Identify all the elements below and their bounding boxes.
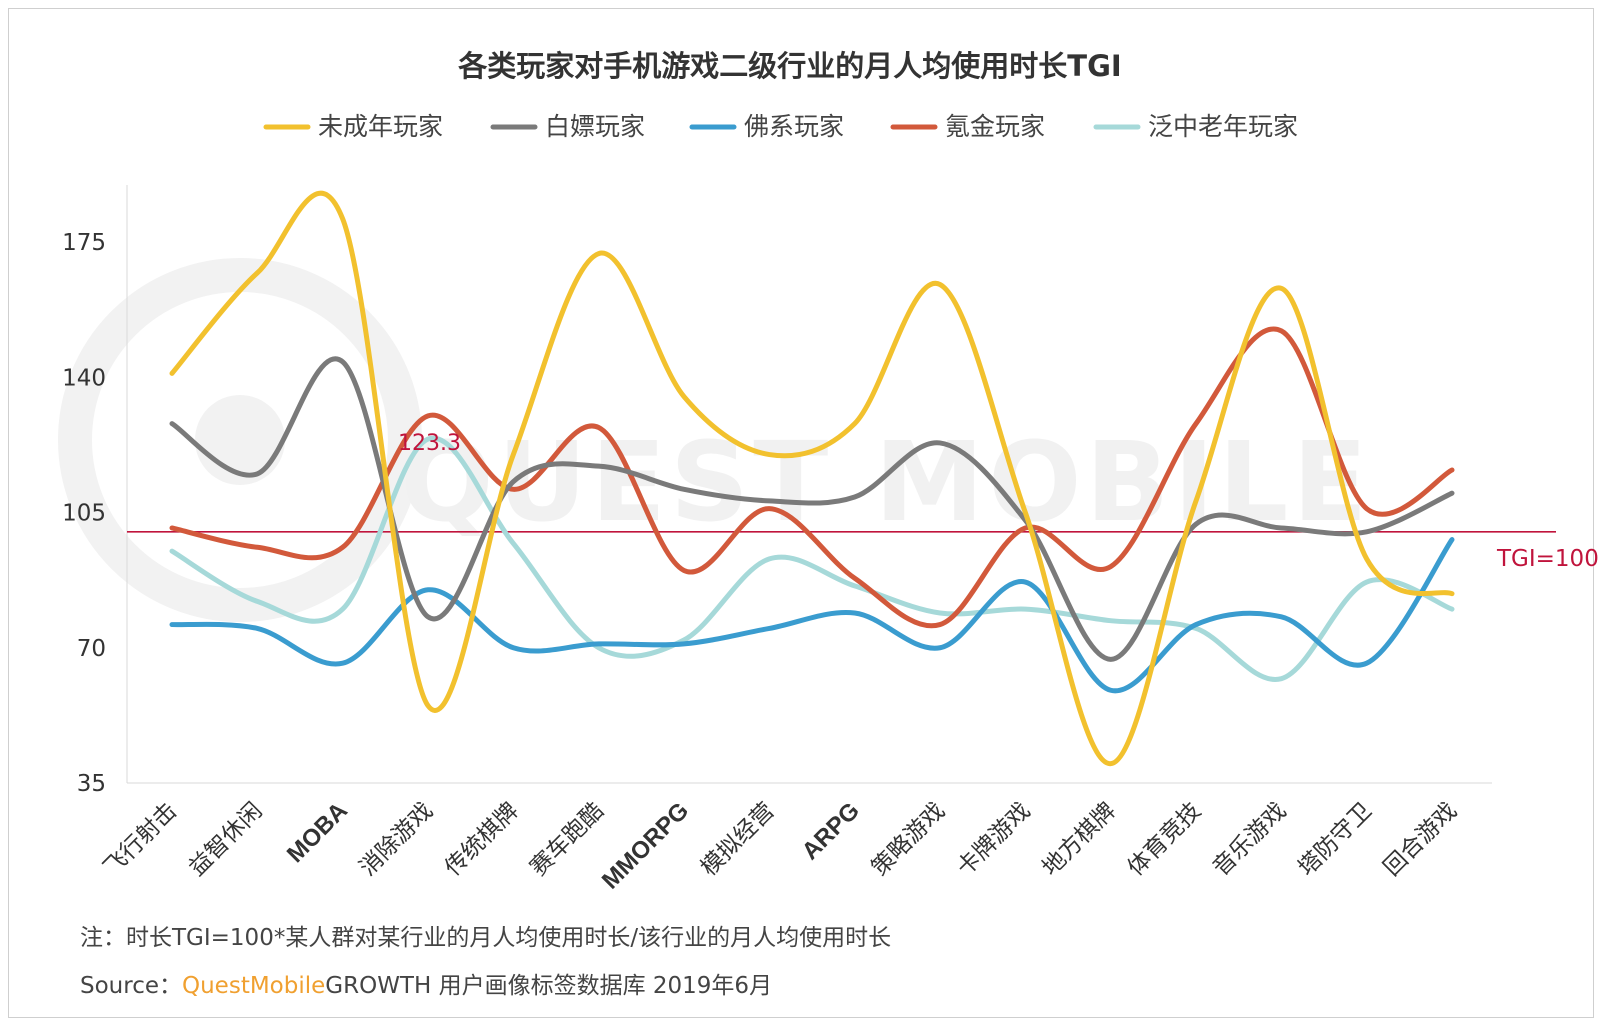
- x-tick-label: 飞行射击: [99, 798, 182, 881]
- watermark: QUEST MOBILE: [58, 258, 1372, 622]
- x-tick-label: MOBA: [282, 797, 353, 868]
- series-layer: [169, 190, 1455, 767]
- watermark-text: QUEST MOBILE: [400, 418, 1372, 546]
- x-tick-label: 塔防守卫: [1293, 798, 1376, 881]
- legend-label: 白嫖玩家: [545, 112, 645, 141]
- x-tick-label: 地方棋牌: [1037, 798, 1120, 881]
- legend-item-5: 泛中老年玩家: [1093, 112, 1298, 141]
- source-text: GROWTH 用户画像标签数据库 2019年6月: [325, 973, 773, 999]
- legend-label: 未成年玩家: [318, 112, 443, 141]
- y-tick-label: 175: [62, 230, 106, 256]
- x-tick-label: 传统棋牌: [440, 798, 523, 881]
- x-tick-label: 赛车跑酷: [525, 798, 608, 881]
- x-tick-label: 模拟经营: [696, 798, 779, 881]
- x-tick-label: 音乐游戏: [1208, 798, 1291, 881]
- x-tick-label: 回合游戏: [1379, 798, 1462, 881]
- y-tick-label: 105: [62, 501, 106, 527]
- legend-label: 泛中老年玩家: [1148, 112, 1298, 141]
- legend-item-4: 氪金玩家: [890, 112, 1045, 141]
- legend-label: 氪金玩家: [945, 112, 1045, 141]
- reference-line-label: TGI=100: [1496, 546, 1599, 572]
- footnote: 注：时长TGI=100*某人群对某行业的月人均使用时长/该行业的月人均使用时长: [80, 925, 892, 951]
- annotation-label: 123.3: [398, 431, 461, 456]
- chart-title: 各类玩家对手机游戏二级行业的月人均使用时长TGI: [457, 49, 1121, 83]
- series-line-4: [169, 326, 1455, 629]
- legend: 未成年玩家 白嫖玩家 佛系玩家 氪金玩家 泛中老年玩家: [263, 112, 1298, 141]
- legend-label: 佛系玩家: [744, 112, 844, 141]
- source-line: Source：QuestMobileGROWTH 用户画像标签数据库 2019年…: [80, 966, 772, 1000]
- series-line-2: [169, 356, 1455, 662]
- annotation-group: 123.3: [398, 431, 461, 456]
- source-prefix: Source：: [80, 973, 182, 999]
- y-tick-label: 35: [77, 771, 106, 797]
- y-tick-label: 140: [62, 365, 106, 391]
- x-tick-label: ARPG: [797, 797, 865, 865]
- x-tick-label: MMORPG: [597, 797, 694, 894]
- source-brand: QuestMobile: [182, 973, 326, 999]
- chart-frame: [8, 8, 1594, 1018]
- x-tick-label: 卡牌游戏: [952, 798, 1035, 881]
- x-tick-label: 体育竞技: [1123, 798, 1206, 881]
- series-line-5: [169, 435, 1455, 682]
- x-tick-label: 策略游戏: [867, 798, 950, 881]
- legend-item-3: 佛系玩家: [689, 112, 844, 141]
- series-line-3: [169, 537, 1455, 694]
- x-tick-label: 益智休闲: [184, 798, 267, 881]
- legend-item-1: 未成年玩家: [263, 112, 443, 141]
- series-line-1: [169, 190, 1455, 767]
- x-tick-label: 消除游戏: [355, 798, 438, 881]
- legend-item-2: 白嫖玩家: [490, 112, 645, 141]
- y-tick-label: 70: [77, 636, 106, 662]
